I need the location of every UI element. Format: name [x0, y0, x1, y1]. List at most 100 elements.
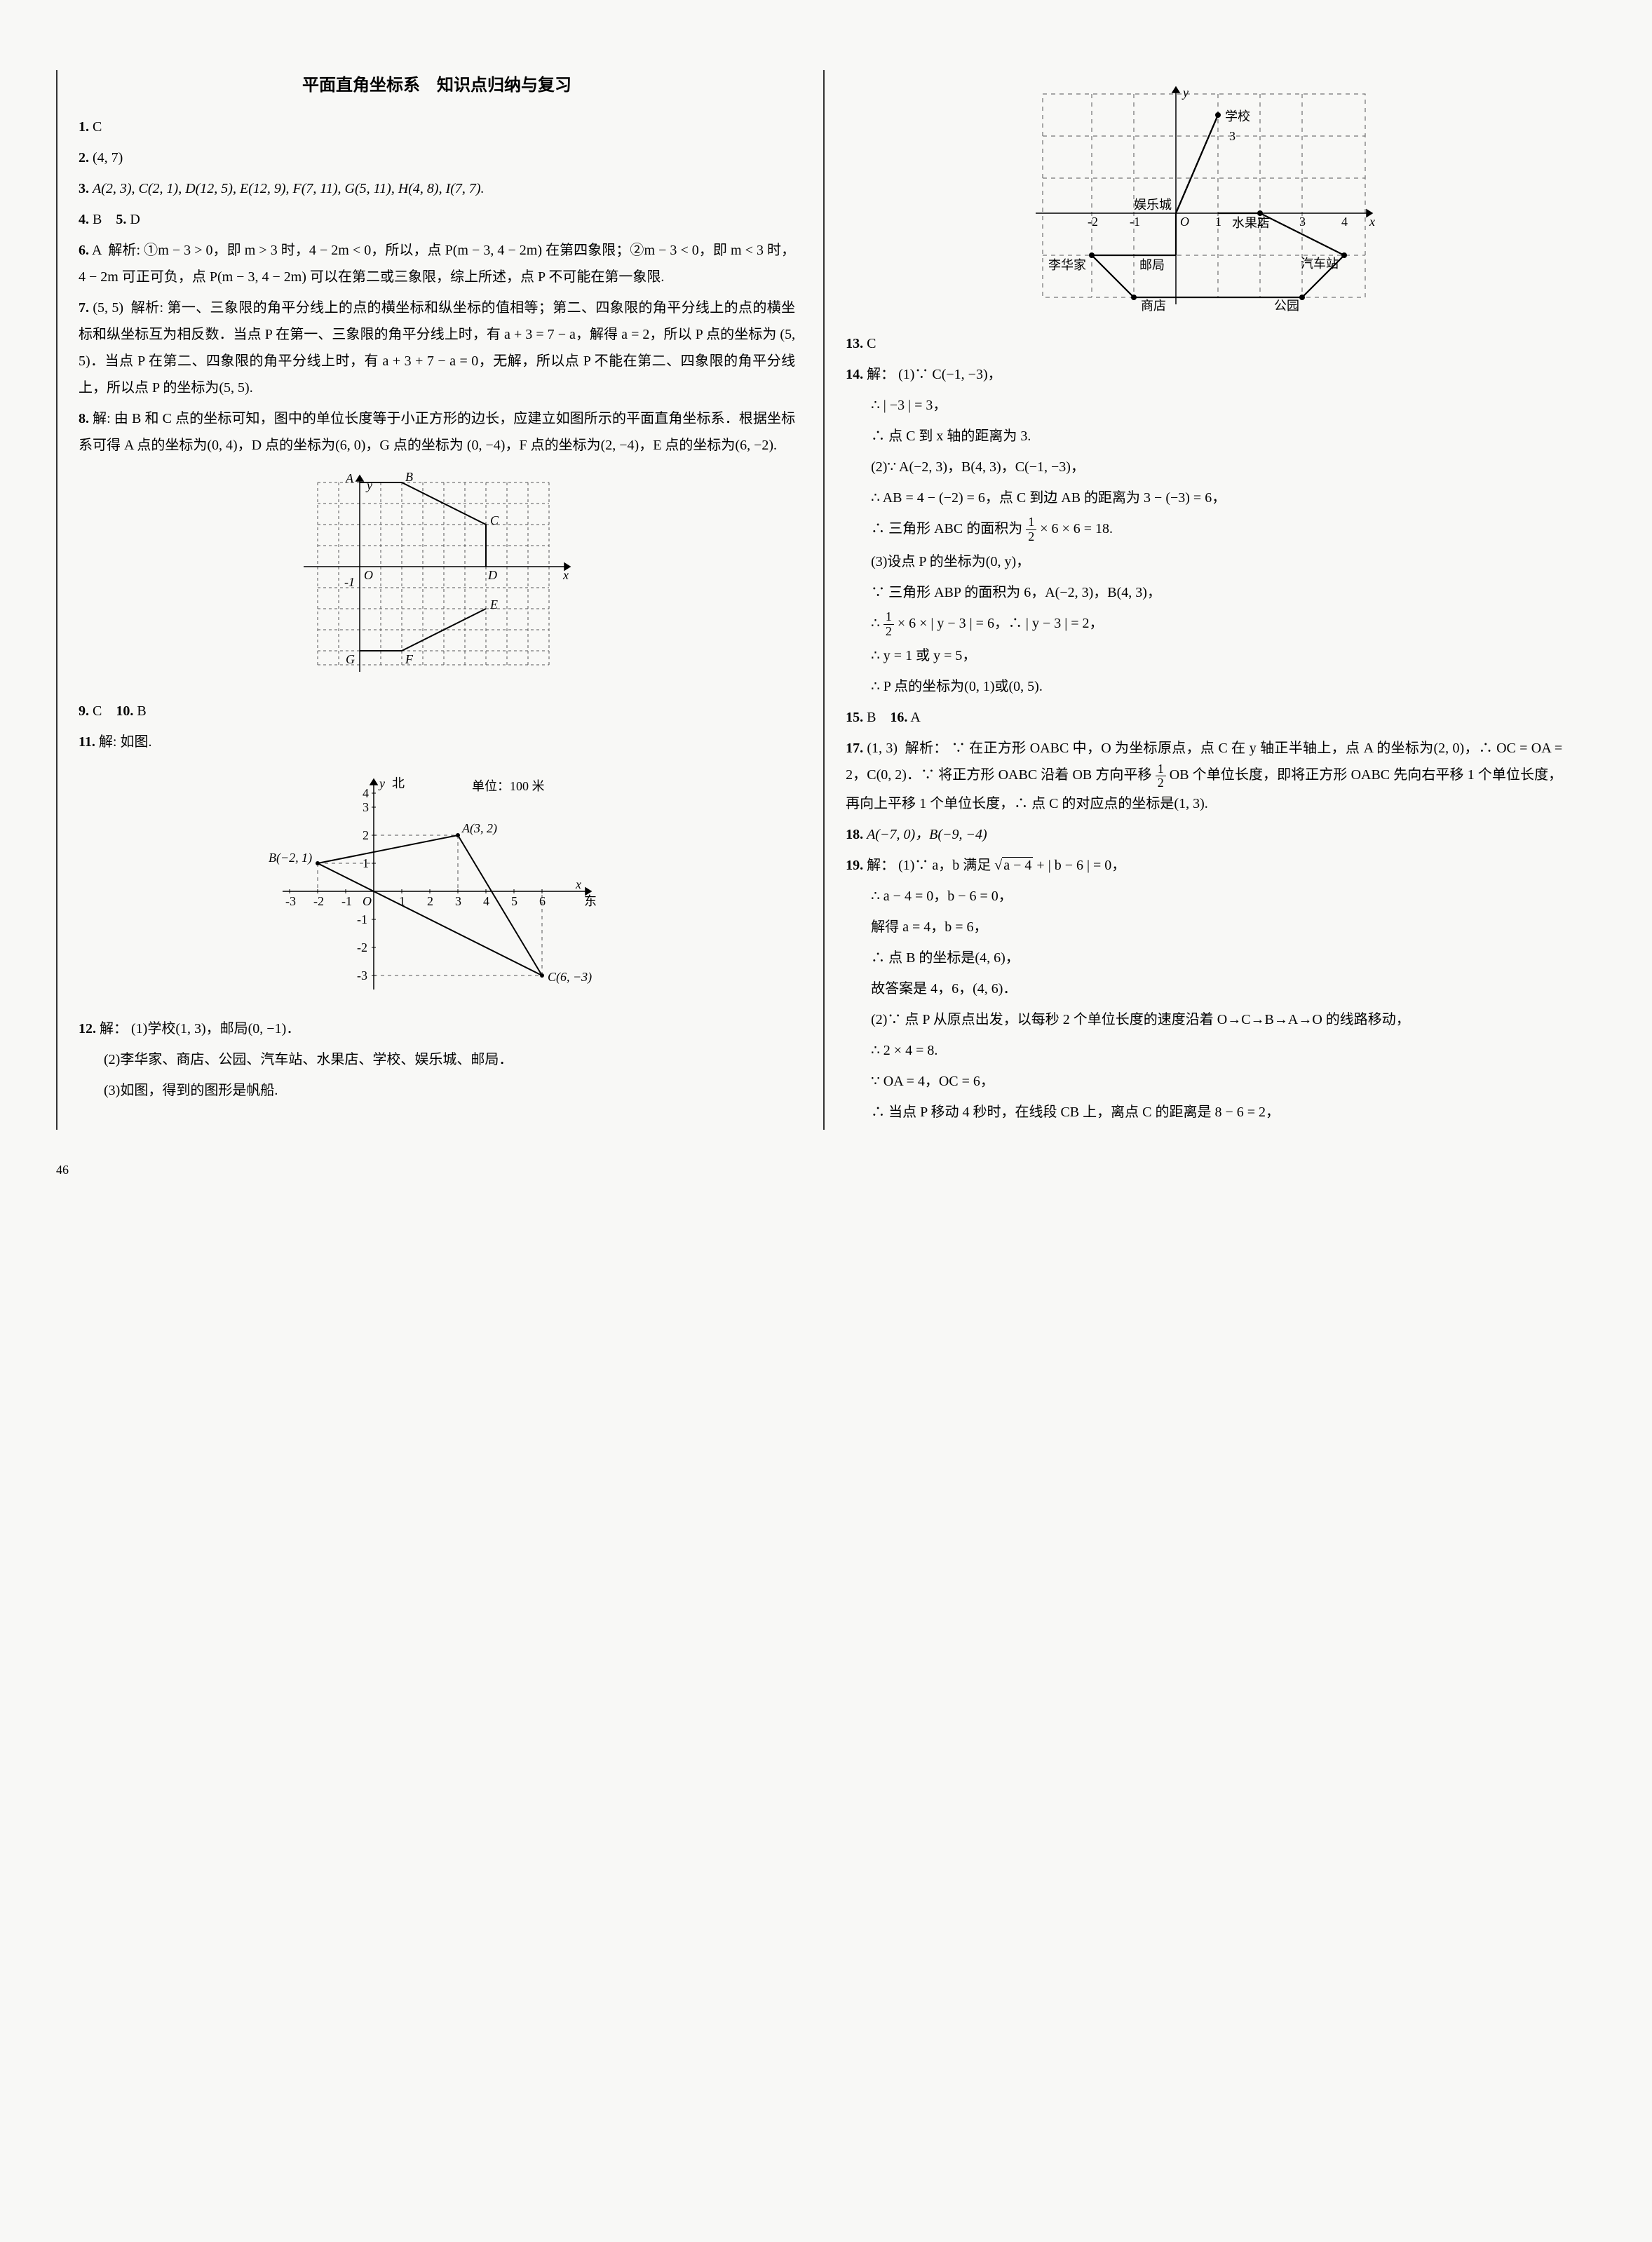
q9-q10: 9. C 10. B — [79, 698, 795, 724]
q19-num: 19. — [846, 858, 863, 873]
fig8-label-E: E — [489, 597, 498, 612]
fig12-svg: y x O 学校 娱乐城 水果店 李华家 邮局 汽车站 商店 公园 3 -2 -… — [1022, 80, 1386, 311]
q1-num: 1. — [79, 119, 89, 135]
fig11-xt: -3 — [285, 894, 296, 908]
figure-q12: y x O 学校 娱乐城 水果店 李华家 邮局 汽车站 商店 公园 3 -2 -… — [846, 80, 1562, 320]
q7-text: 第一、三象限的角平分线上的点的横坐标和纵坐标的值相等；第二、四象限的角平分线上的… — [79, 300, 795, 396]
fig12-xt: 1 — [1215, 215, 1221, 229]
q5-ans: D — [130, 212, 140, 227]
q14-p3d: ∴ y = 1 或 y = 5， — [846, 642, 1562, 669]
q14-p1c: ∴ 点 C 到 x 轴的距离为 3. — [846, 423, 1562, 450]
q8: 8. 解: 由 B 和 C 点的坐标可知，图中的单位长度等于小正方形的边长，应建… — [79, 405, 795, 459]
q19-p1a-before: (1)∵ a，b 满足 — [898, 858, 994, 873]
q6-num: 6. — [79, 243, 89, 258]
q9-num: 9. — [79, 703, 89, 719]
fig11-east: 东 — [584, 894, 597, 908]
page-content: 平面直角坐标系 知识点归纳与复习 1. C 2. (4, 7) 3. A(2, … — [56, 70, 1596, 1130]
fig11-yt: -3 — [357, 968, 367, 982]
fig8-axes — [304, 475, 570, 672]
q11-label: 解: — [99, 734, 117, 750]
fig11-xt: -1 — [341, 894, 352, 908]
figure-q8: A B C D E F G O x y y -1 — [79, 468, 795, 688]
fig11-xaxis: x — [575, 877, 581, 891]
fig8-label-G: G — [346, 652, 355, 666]
fig8-label-C: C — [490, 513, 499, 527]
q13: 13. C — [846, 330, 1562, 357]
fig12-xt: 4 — [1341, 215, 1348, 229]
fig11-xt: 1 — [399, 894, 405, 908]
fig12-post: 邮局 — [1139, 258, 1165, 272]
q1-ans: C — [93, 119, 102, 135]
q13-ans: C — [867, 336, 876, 351]
left-column: 平面直角坐标系 知识点归纳与复习 1. C 2. (4, 7) 3. A(2, … — [56, 70, 795, 1130]
fig8-label-O: O — [364, 568, 373, 582]
q14-p3c: ∴ 12 × 6 × | y − 3 | = 6，∴ | y − 3 | = 2… — [846, 610, 1562, 639]
fig12-park: 公园 — [1274, 299, 1299, 311]
fig11-svg: y 北 单位：100 米 东 x A(3, 2) B(−2, 1) C(6, −… — [262, 765, 612, 997]
q19-p2d: ∴ 当点 P 移动 4 秒时，在线段 CB 上，离点 C 的距离是 8 − 6 … — [846, 1099, 1562, 1126]
fig11-yt: 4 — [363, 786, 369, 800]
q15-q16: 15. B 16. A — [846, 704, 1562, 731]
section-title: 平面直角坐标系 知识点归纳与复习 — [79, 70, 795, 102]
q17-label: 解析： — [905, 741, 948, 756]
fig8-grid — [318, 482, 549, 665]
q6: 6. A 解析: ①m − 3 > 0，即 m > 3 时，4 − 2m < 0… — [79, 237, 795, 290]
frac-half-3: 12 — [1156, 762, 1166, 791]
q19-p1b: ∴ a − 4 = 0，b − 6 = 0， — [846, 883, 1562, 910]
q17: 17. (1, 3) 解析： ∵ 在正方形 OABC 中，O 为坐标原点，点 C… — [846, 735, 1562, 817]
fig8-label-A: A — [345, 471, 354, 485]
fig12-xt: -2 — [1088, 215, 1098, 229]
q19-p2c: ∵ OA = 4，OC = 6， — [846, 1068, 1562, 1095]
q18-num: 18. — [846, 827, 863, 842]
fig8-label-D: D — [487, 568, 497, 582]
q7-num: 7. — [79, 300, 89, 316]
q3-num: 3. — [79, 181, 89, 196]
q3-text: A(2, 3), C(2, 1), D(12, 5), E(12, 9), F(… — [93, 181, 485, 196]
q14-num: 14. — [846, 367, 863, 382]
q14-p3e: ∴ P 点的坐标为(0, 1)或(0, 5). — [846, 673, 1562, 700]
q11-text: 如图. — [120, 734, 151, 750]
q7-label: 解析: — [131, 300, 163, 316]
q12-num: 12. — [79, 1021, 96, 1036]
q4-ans: B — [93, 212, 102, 227]
fig12-xt: 3 — [1299, 215, 1306, 229]
q14-p2c: ∴ 三角形 ABC 的面积为 12 × 6 × 6 = 18. — [846, 515, 1562, 544]
right-column: y x O 学校 娱乐城 水果店 李华家 邮局 汽车站 商店 公园 3 -2 -… — [823, 70, 1562, 1130]
q19-p2b: ∴ 2 × 4 = 8. — [846, 1037, 1562, 1064]
q6-ans: A — [92, 243, 101, 258]
q14-p1a: (1)∵ C(−1, −3)， — [898, 367, 1002, 382]
q10-ans: B — [137, 703, 146, 719]
q3: 3. A(2, 3), C(2, 1), D(12, 5), E(12, 9),… — [79, 175, 795, 202]
fig12-lihua: 李华家 — [1048, 258, 1086, 272]
fig12-labels: y x O 学校 娱乐城 水果店 李华家 邮局 汽车站 商店 公园 3 -2 -… — [1048, 86, 1375, 311]
fig11-yaxis: y — [378, 776, 385, 790]
svg-text:y: y — [365, 478, 372, 492]
q12: 12. 解： (1)学校(1, 3)，邮局(0, −1)． — [79, 1015, 795, 1042]
q17-ans: (1, 3) — [867, 741, 898, 756]
fig12-x: x — [1369, 215, 1375, 229]
fig12-y: y — [1182, 86, 1189, 100]
q17-num: 17. — [846, 741, 863, 756]
fig11-xt: 2 — [427, 894, 433, 908]
fig11-yt: 2 — [363, 828, 369, 842]
fig11-yt: 1 — [363, 856, 369, 870]
fig11-yt: -1 — [357, 912, 367, 926]
fig8-labels: A B C D E F G O x y y -1 — [344, 470, 569, 666]
fig8-svg: A B C D E F G O x y y -1 — [290, 468, 584, 679]
fig12-axes — [1036, 87, 1372, 304]
fig11-B: B(−2, 1) — [269, 851, 312, 865]
figure-q11: y 北 单位：100 米 东 x A(3, 2) B(−2, 1) C(6, −… — [79, 765, 795, 1006]
q15-num: 15. — [846, 710, 863, 725]
q19-label: 解： — [867, 858, 895, 873]
q7-ans: (5, 5) — [93, 300, 123, 316]
q18-text: A(−7, 0)，B(−9, −4) — [867, 827, 987, 842]
q14-p3a: (3)设点 P 的坐标为(0, y)， — [846, 548, 1562, 575]
q19: 19. 解： (1)∵ a，b 满足 √a − 4 + | b − 6 | = … — [846, 852, 1562, 879]
q16-ans: A — [910, 710, 920, 725]
fig11-xt: -2 — [313, 894, 324, 908]
q4-q5: 4. B 5. D — [79, 206, 795, 233]
q19-p1a-after: + | b − 6 | = 0， — [1036, 858, 1125, 873]
fig11-A: A(3, 2) — [461, 821, 497, 836]
q11: 11. 解: 如图. — [79, 729, 795, 755]
q2-num: 2. — [79, 150, 89, 166]
